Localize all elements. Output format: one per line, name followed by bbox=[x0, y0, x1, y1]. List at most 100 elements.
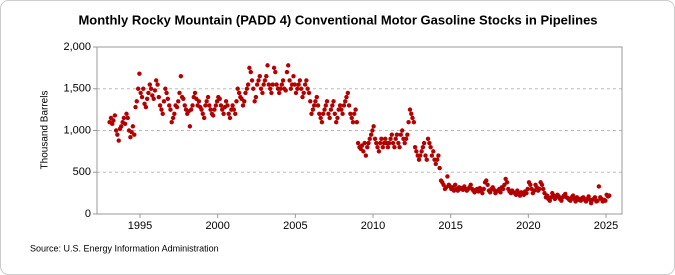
point bbox=[301, 90, 306, 96]
point bbox=[182, 103, 187, 108]
point bbox=[234, 99, 239, 104]
point bbox=[150, 93, 155, 98]
point bbox=[233, 111, 238, 117]
point bbox=[411, 119, 417, 125]
point bbox=[409, 111, 414, 117]
x-tick-label: 2025 bbox=[594, 220, 618, 232]
point bbox=[346, 103, 352, 108]
point bbox=[317, 111, 322, 117]
point bbox=[525, 186, 530, 192]
point bbox=[295, 86, 300, 91]
point bbox=[330, 103, 335, 108]
point bbox=[291, 74, 296, 79]
point bbox=[396, 140, 401, 146]
point bbox=[144, 96, 150, 101]
point bbox=[349, 115, 354, 121]
point bbox=[218, 103, 224, 108]
point bbox=[159, 107, 164, 112]
point bbox=[163, 86, 168, 91]
point bbox=[331, 99, 336, 104]
point bbox=[188, 107, 194, 112]
point bbox=[326, 111, 331, 117]
point bbox=[392, 145, 397, 150]
point bbox=[296, 82, 301, 87]
point bbox=[230, 103, 235, 108]
point bbox=[141, 86, 146, 91]
point bbox=[468, 182, 473, 187]
point bbox=[354, 119, 360, 125]
point bbox=[328, 107, 334, 112]
point bbox=[375, 145, 380, 150]
point bbox=[421, 140, 427, 146]
point bbox=[210, 113, 216, 118]
point bbox=[607, 193, 612, 198]
point bbox=[249, 78, 255, 83]
point bbox=[377, 140, 383, 146]
point bbox=[256, 78, 261, 83]
point bbox=[374, 140, 379, 146]
x-tick-label: 2005 bbox=[283, 220, 307, 232]
point bbox=[300, 94, 305, 100]
point bbox=[418, 153, 423, 158]
point bbox=[337, 103, 343, 108]
point bbox=[423, 153, 428, 158]
point bbox=[201, 115, 207, 121]
point bbox=[388, 136, 393, 142]
point bbox=[213, 103, 219, 108]
point bbox=[288, 86, 294, 91]
point bbox=[172, 111, 177, 117]
point bbox=[305, 86, 310, 91]
point bbox=[429, 153, 435, 158]
point bbox=[407, 107, 413, 112]
point bbox=[187, 124, 193, 129]
point bbox=[236, 90, 242, 96]
point bbox=[412, 145, 418, 150]
point bbox=[124, 111, 129, 117]
point bbox=[334, 119, 339, 125]
point bbox=[119, 124, 124, 129]
point bbox=[372, 136, 378, 142]
point bbox=[280, 78, 286, 83]
point bbox=[424, 157, 429, 162]
point bbox=[403, 136, 409, 142]
point bbox=[274, 82, 279, 87]
point bbox=[258, 86, 264, 91]
point bbox=[503, 176, 508, 182]
point bbox=[169, 119, 174, 125]
point bbox=[389, 132, 395, 137]
point bbox=[452, 182, 458, 187]
chart-title: Monthly Rocky Mountain (PADD 4) Conventi… bbox=[78, 12, 597, 27]
point bbox=[271, 65, 277, 71]
point bbox=[353, 107, 358, 112]
point bbox=[320, 111, 326, 117]
point bbox=[293, 90, 299, 96]
x-tick-label: 2000 bbox=[205, 220, 229, 232]
point bbox=[235, 86, 240, 91]
point bbox=[419, 149, 424, 154]
point bbox=[481, 186, 486, 192]
point bbox=[541, 186, 546, 192]
point bbox=[592, 195, 598, 200]
point bbox=[174, 104, 180, 110]
point bbox=[310, 107, 316, 112]
point bbox=[247, 65, 252, 71]
point bbox=[420, 145, 426, 150]
point bbox=[480, 190, 485, 196]
point bbox=[324, 99, 330, 104]
point bbox=[302, 82, 308, 87]
point bbox=[283, 88, 288, 93]
point bbox=[153, 78, 159, 83]
point bbox=[315, 103, 321, 108]
point bbox=[340, 111, 345, 117]
point bbox=[245, 82, 251, 87]
point bbox=[537, 186, 542, 192]
point bbox=[318, 115, 323, 121]
point bbox=[205, 94, 211, 100]
point bbox=[156, 94, 162, 100]
point bbox=[390, 140, 396, 146]
point bbox=[292, 82, 297, 87]
point bbox=[402, 140, 407, 146]
point bbox=[304, 78, 309, 83]
point bbox=[568, 198, 573, 203]
